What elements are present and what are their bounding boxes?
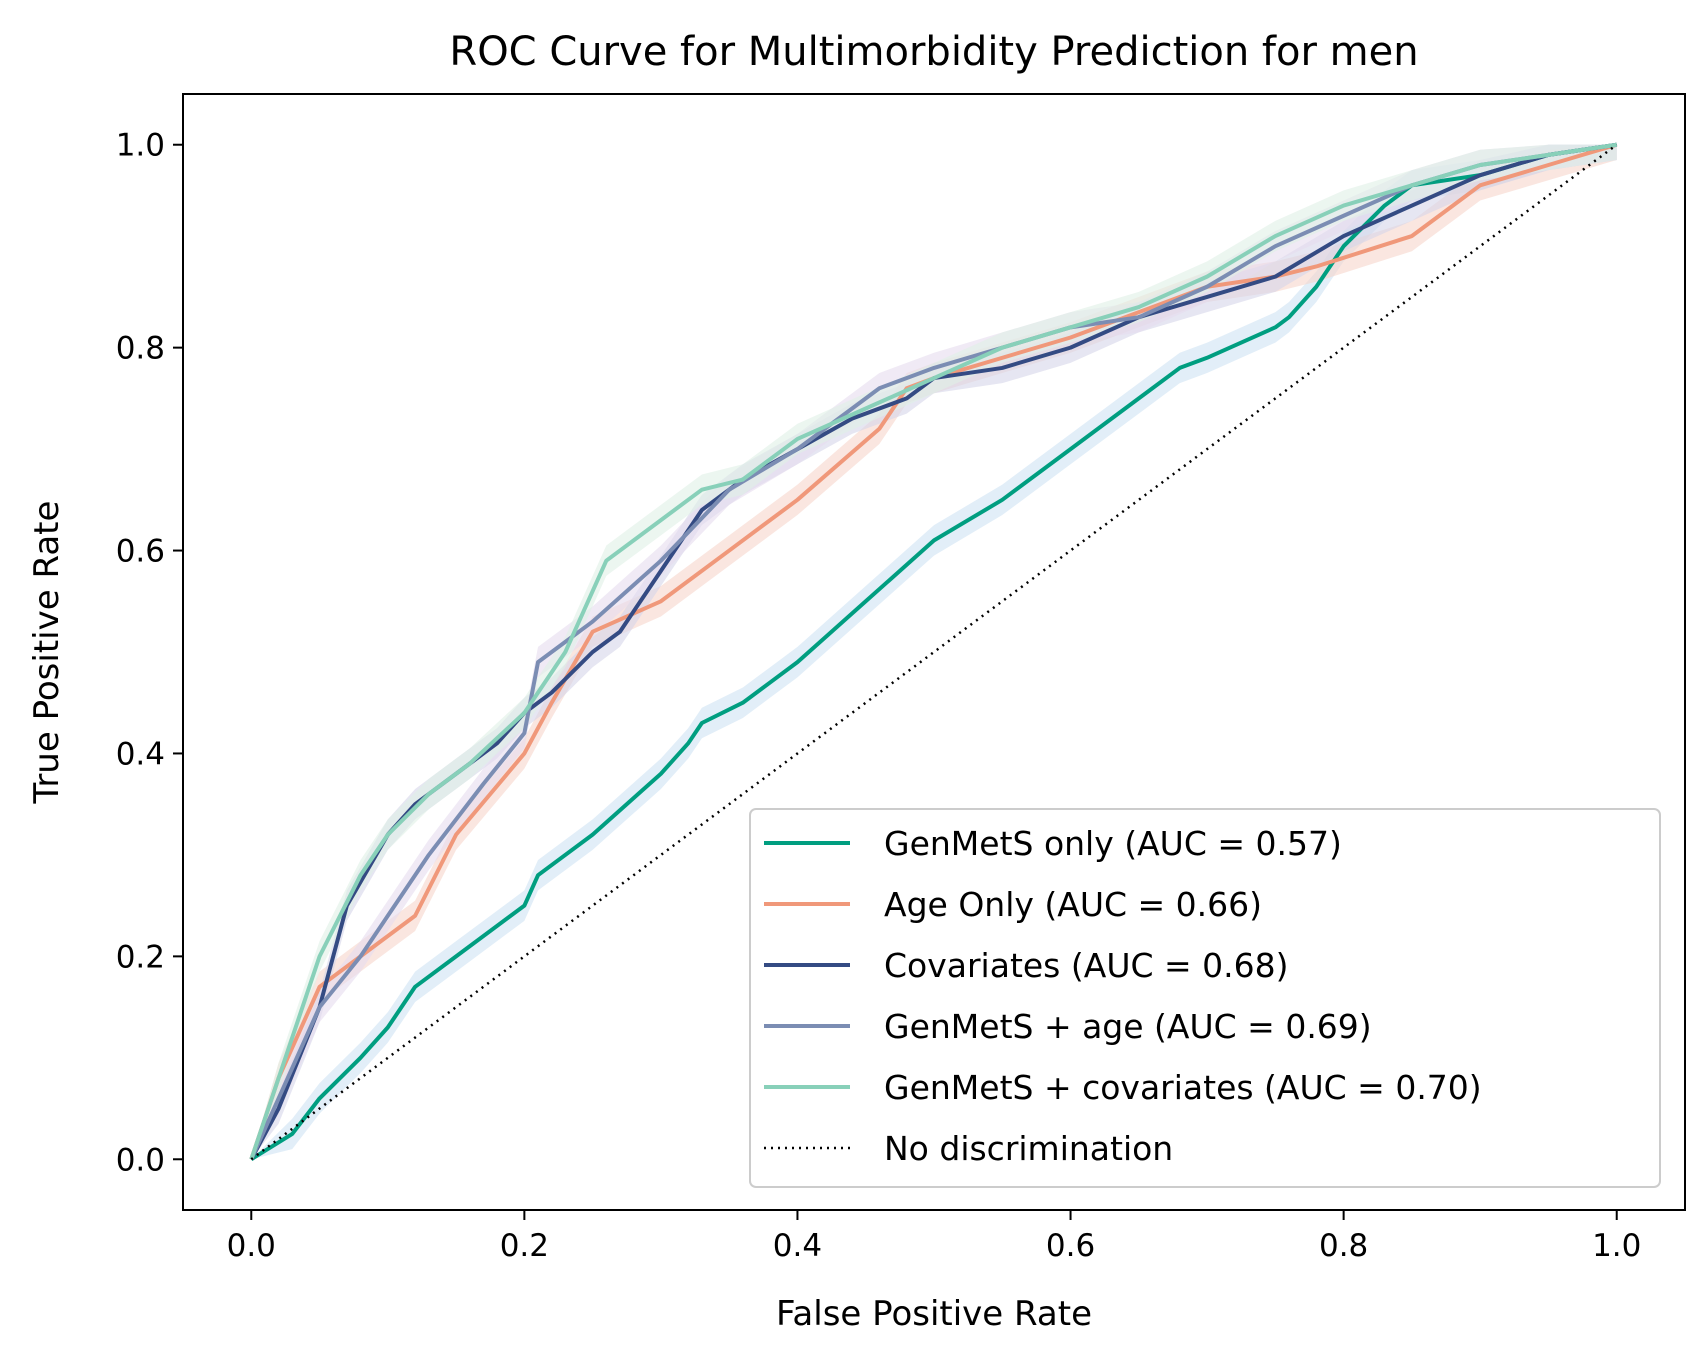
series-lines: [249, 142, 1618, 1161]
y-tick-label: 0.6: [116, 534, 165, 570]
legend-label-0: GenMetS only (AUC = 0.57): [884, 824, 1342, 863]
legend-label-4: GenMetS + covariates (AUC = 0.70): [884, 1068, 1482, 1107]
y-tick-label: 0.8: [116, 331, 165, 367]
y-tick-label: 0.4: [116, 736, 165, 772]
x-tick-label: 0.4: [773, 1228, 822, 1264]
series-line-4: [249, 142, 1618, 1160]
series-line-0: [250, 142, 1618, 1161]
chart-title: ROC Curve for Multimorbidity Prediction …: [449, 29, 1418, 75]
series-line-1: [249, 142, 1618, 1160]
plot-frame: [182, 93, 1686, 1211]
x-tick-label: 1.0: [1592, 1228, 1641, 1264]
legend-label-5: No discrimination: [884, 1129, 1173, 1168]
series-line-3: [249, 142, 1618, 1161]
x-axis-ticks: 0.0 0.2 0.4 0.6 0.8 1.0: [227, 1210, 1641, 1264]
x-axis-label: False Positive Rate: [776, 1294, 1092, 1334]
legend-label-3: GenMetS + age (AUC = 0.69): [884, 1007, 1372, 1046]
legend-label-2: Covariates (AUC = 0.68): [884, 946, 1289, 985]
y-axis-ticks: 0.0 0.2 0.4 0.6 0.8 1.0: [116, 128, 183, 1178]
y-tick-label: 1.0: [116, 128, 165, 164]
x-tick-label: 0.0: [227, 1228, 276, 1264]
y-tick-label: 0.2: [116, 939, 165, 975]
x-tick-label: 0.6: [1046, 1228, 1095, 1264]
y-axis-label: True Positive Rate: [27, 501, 67, 805]
y-tick-label: 0.0: [116, 1142, 165, 1178]
legend-box: [749, 808, 1661, 1188]
x-tick-label: 0.8: [1319, 1228, 1368, 1264]
legend: GenMetS only (AUC = 0.57) Age Only (AUC =…: [749, 808, 1661, 1188]
legend-label-1: Age Only (AUC = 0.66): [884, 885, 1262, 924]
x-tick-label: 0.2: [500, 1228, 549, 1264]
legend-items: GenMetS only (AUC = 0.57) Age Only (AUC =…: [764, 824, 1482, 1168]
